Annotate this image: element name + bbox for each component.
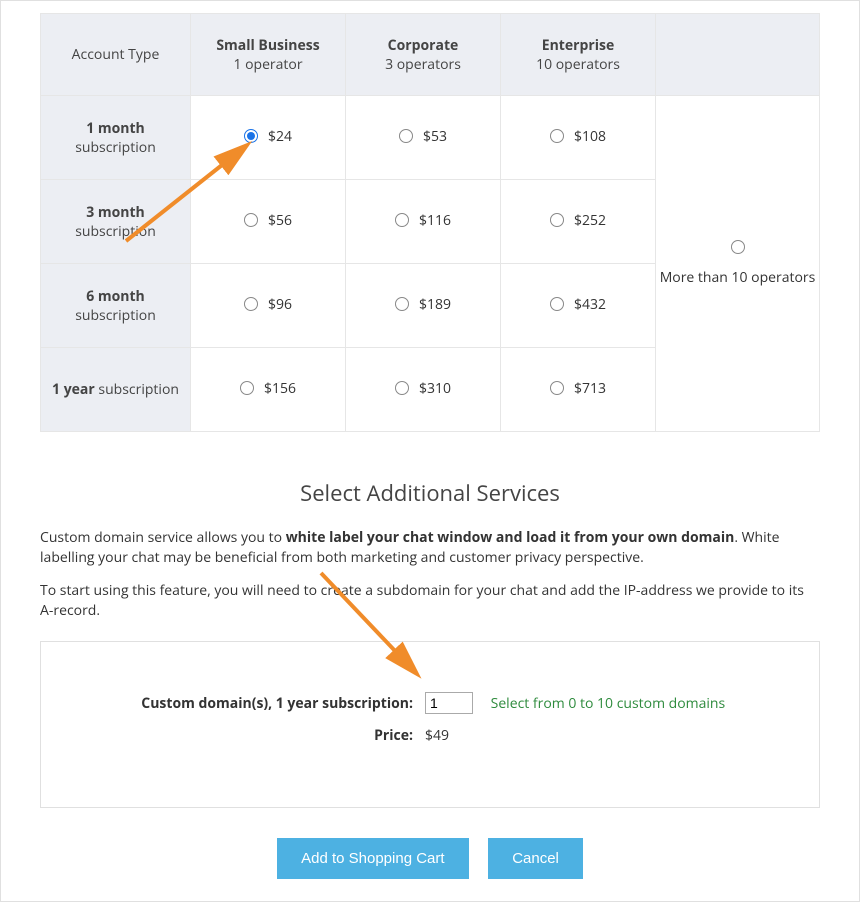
add-to-cart-button[interactable]: Add to Shopping Cart xyxy=(277,838,468,879)
radio-icon[interactable] xyxy=(550,381,564,395)
price-cell[interactable]: $252 xyxy=(501,180,656,264)
radio-icon[interactable] xyxy=(395,381,409,395)
price-cell[interactable]: $56 xyxy=(191,180,346,264)
row-header: 3 monthsubscription xyxy=(41,180,191,264)
table-header-row: Account Type Small Business 1 operator C… xyxy=(41,14,820,96)
price-value: $49 xyxy=(425,726,449,745)
radio-icon[interactable] xyxy=(550,129,564,143)
col-header-small-business: Small Business 1 operator xyxy=(191,14,346,96)
table-row: 1 monthsubscription$24$53$108More than 1… xyxy=(41,96,820,180)
price-value: $156 xyxy=(264,379,296,398)
price-cell[interactable]: $713 xyxy=(501,348,656,432)
col-title: Corporate xyxy=(346,36,500,55)
button-row: Add to Shopping Cart Cancel xyxy=(40,838,820,879)
price-value: $310 xyxy=(419,379,451,398)
col-title: Enterprise xyxy=(501,36,655,55)
more-label: More than 10 operators xyxy=(660,268,816,287)
price-cell[interactable]: $96 xyxy=(191,264,346,348)
radio-icon[interactable] xyxy=(550,213,564,227)
price-value: $24 xyxy=(268,127,292,146)
price-value: $53 xyxy=(423,127,447,146)
domain-input-wrap: Select from 0 to 10 custom domains xyxy=(425,692,725,714)
radio-icon[interactable] xyxy=(399,129,413,143)
price-value: $108 xyxy=(574,127,606,146)
price-value: $713 xyxy=(574,379,606,398)
col-sub: 3 operators xyxy=(346,55,500,74)
price-cell[interactable]: $156 xyxy=(191,348,346,432)
price-cell[interactable]: $310 xyxy=(346,348,501,432)
price-label: Price: xyxy=(61,726,421,745)
services-para-1: Custom domain service allows you to whit… xyxy=(40,528,820,569)
col-sub: 1 operator xyxy=(191,55,345,74)
row-header: 1 monthsubscription xyxy=(41,96,191,180)
page-frame: Account Type Small Business 1 operator C… xyxy=(0,0,860,902)
radio-icon[interactable] xyxy=(395,297,409,311)
radio-icon[interactable] xyxy=(244,129,258,143)
price-cell[interactable]: $116 xyxy=(346,180,501,264)
price-cell[interactable]: $53 xyxy=(346,96,501,180)
services-para-2: To start using this feature, you will ne… xyxy=(40,581,820,622)
row-header: 1 year subscription xyxy=(41,348,191,432)
radio-icon[interactable] xyxy=(244,213,258,227)
price-cell[interactable]: $24 xyxy=(191,96,346,180)
price-value: $56 xyxy=(268,211,292,230)
radio-icon[interactable] xyxy=(395,213,409,227)
domain-hint: Select from 0 to 10 custom domains xyxy=(491,694,726,713)
domain-count-input[interactable] xyxy=(425,692,473,714)
cancel-button[interactable]: Cancel xyxy=(488,838,583,879)
price-cell[interactable]: $108 xyxy=(501,96,656,180)
pricing-table: Account Type Small Business 1 operator C… xyxy=(40,13,820,432)
custom-domain-box: Custom domain(s), 1 year subscription: S… xyxy=(40,641,820,808)
domain-row: Custom domain(s), 1 year subscription: S… xyxy=(61,692,799,714)
row-header: 6 monthsubscription xyxy=(41,264,191,348)
radio-icon[interactable] xyxy=(244,297,258,311)
content: Account Type Small Business 1 operator C… xyxy=(40,13,820,879)
price-value: $252 xyxy=(574,211,606,230)
price-cell[interactable]: $432 xyxy=(501,264,656,348)
more-operators-cell[interactable]: More than 10 operators xyxy=(656,96,820,432)
col-header-corporate: Corporate 3 operators xyxy=(346,14,501,96)
radio-icon[interactable] xyxy=(731,240,745,254)
domain-label: Custom domain(s), 1 year subscription: xyxy=(61,694,421,713)
price-value: $96 xyxy=(268,295,292,314)
table-corner: Account Type xyxy=(41,14,191,96)
col-title: Small Business xyxy=(191,36,345,55)
radio-icon[interactable] xyxy=(550,297,564,311)
col-header-enterprise: Enterprise 10 operators xyxy=(501,14,656,96)
radio-icon[interactable] xyxy=(240,381,254,395)
price-value: $116 xyxy=(419,211,451,230)
col-sub: 10 operators xyxy=(501,55,655,74)
services-heading: Select Additional Services xyxy=(40,478,820,508)
price-value: $432 xyxy=(574,295,606,314)
col-header-more xyxy=(656,14,820,96)
price-cell[interactable]: $189 xyxy=(346,264,501,348)
price-value: $189 xyxy=(419,295,451,314)
price-row: Price: $49 xyxy=(61,726,799,745)
